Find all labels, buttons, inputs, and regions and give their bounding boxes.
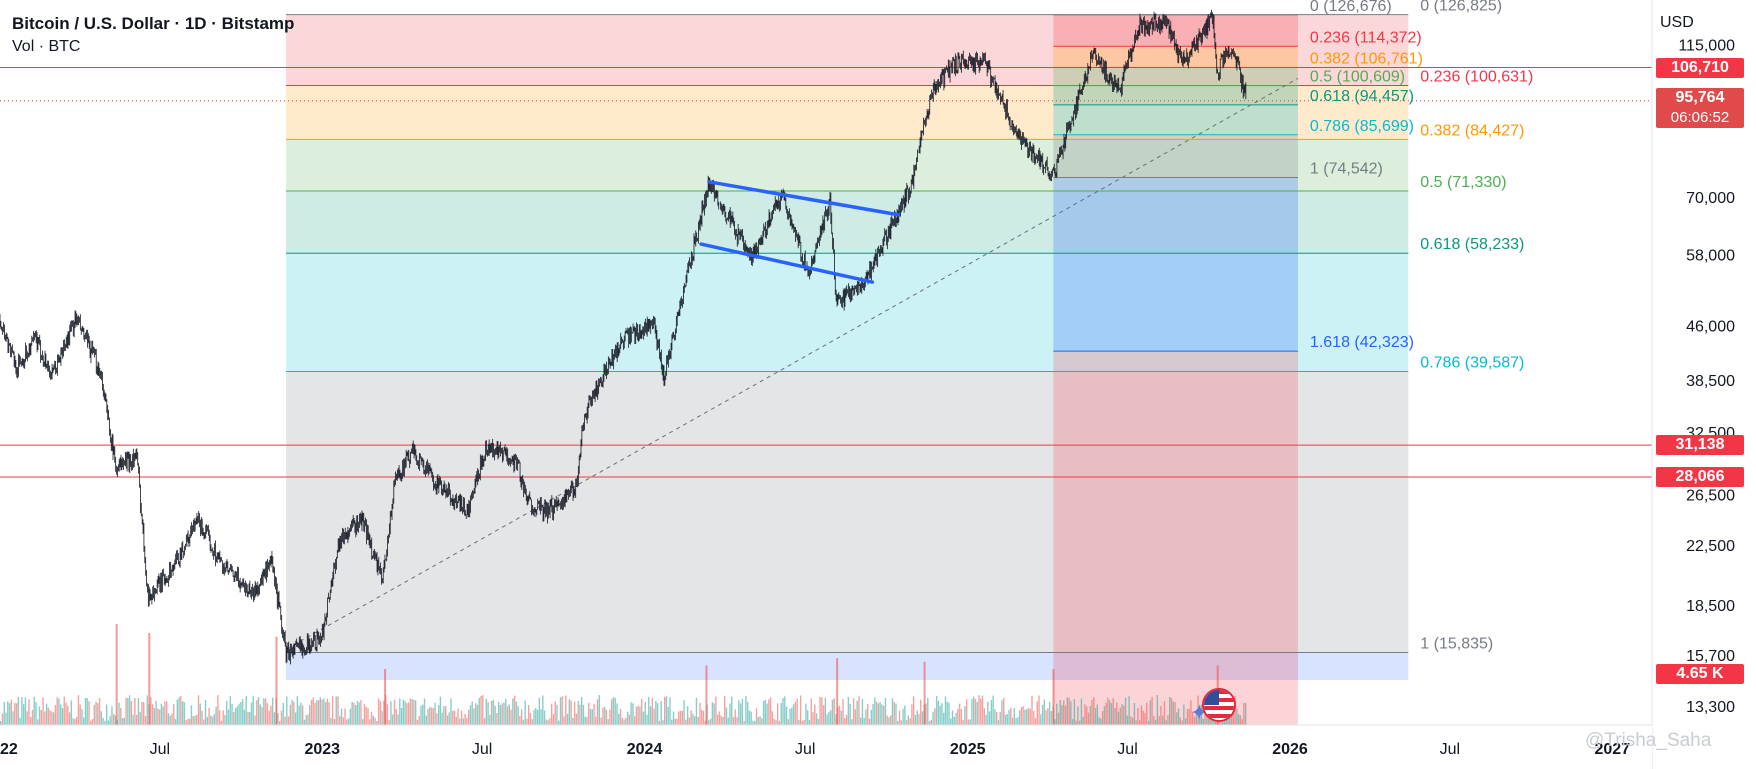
fib-primary-label-2: 0.382 (84,427) [1420,122,1524,139]
fib-primary-zone-4 [286,191,1409,254]
x-tick-3: Jul [472,741,492,758]
currency-selector[interactable]: USD [1660,14,1694,31]
y-tick-9: 15,700 [1686,648,1735,665]
fib-primary-label-3: 0.5 (71,330) [1420,174,1506,191]
fib-primary-zone-1 [286,14,1409,86]
volume-spike-5 [836,658,839,725]
channel-line-0 [707,180,901,217]
fib-lines [286,14,1409,653]
fib-primary-label-4: 0.618 (58,233) [1420,236,1524,253]
fib-primary-zone-5 [286,253,1409,372]
x-tick-4: 2024 [627,741,663,758]
fib-fills [286,14,1409,725]
fib-secondary-zone-4 [1053,85,1298,105]
volume-spike-7 [1052,669,1055,725]
fib-secondary-label-5: 0.786 (85,699) [1310,118,1414,135]
channel-line-1 [699,242,875,284]
price-tag-level-106710: 106,710 [1656,57,1744,78]
us-flag-icon[interactable] [1202,688,1236,722]
trend-line [285,77,1299,650]
volume-spike-3 [384,669,387,725]
x-tick-5: Jul [795,741,815,758]
y-tick-8: 18,500 [1686,598,1735,615]
countdown-timer: 06:06:52 [1670,108,1730,126]
volume-spike-0 [115,624,118,725]
x-tick-9: Jul [1440,741,1460,758]
fib-primary-label-1: 0.236 (100,631) [1420,69,1533,86]
fib-secondary-label-2: 0.382 (106,761) [1310,50,1423,67]
price-tag-volume: 4.65 K [1656,664,1744,684]
price-tag-value: 31,138 [1675,436,1725,454]
channel-lines [699,180,901,284]
time-axis-bg [0,725,1652,769]
y-tick-6: 26,500 [1686,488,1735,505]
fib-primary-zone-2 [286,85,1409,140]
fib-secondary-label-1: 0.236 (114,372) [1310,29,1422,46]
x-tick-0: 2022 [0,741,18,758]
volume-legend[interactable]: Vol · BTC [12,38,81,55]
fib-secondary-zone-1 [1053,14,1298,47]
fib-primary-zone-6 [286,371,1409,653]
candles [0,9,1247,665]
price-axis-bg [1652,0,1756,769]
volume-bars [0,624,1247,725]
price-tag-last-price: 95,764 06:06:52 [1656,87,1744,128]
fib-secondary-zone-below [1053,351,1298,725]
price-tag-value: 28,066 [1675,468,1725,485]
fib-labels: 0 (126,825) 0.236 (100,631) 0.382 (84,427)… [1310,0,1533,652]
y-tick-2: 58,000 [1686,247,1735,264]
fib-secondary-zone-6 [1053,134,1298,178]
x-tick-7: Jul [1117,741,1137,758]
fib-primary-label-5: 0.786 (39,587) [1420,355,1524,372]
x-tick-2: 2023 [304,741,340,758]
fib-secondary-zone-5 [1053,104,1298,135]
volume-spike-4 [705,665,708,725]
y-tick-10: 13,300 [1686,699,1735,716]
x-tick-10: 2027 [1594,741,1630,758]
y-tick-4: 38,500 [1686,373,1735,390]
fib-secondary-label-3: 0.5 (100,609) [1310,69,1405,86]
price-tag-value: 106,710 [1671,58,1729,76]
y-tick-3: 46,000 [1686,319,1735,336]
fib-secondary-label-7: 1.618 (42,323) [1310,334,1414,351]
price-tag-value: 95,764 [1675,88,1725,106]
volume-spike-2 [275,636,278,725]
y-tick-7: 22,500 [1686,538,1735,555]
y-tick-1: 70,000 [1686,190,1735,207]
fib-secondary-label-6: 1 (74,542) [1310,161,1383,178]
fib-primary-zone-below [286,652,1409,680]
y-tick-0: 115,000 [1678,38,1735,55]
chart-legend: Bitcoin / U.S. Dollar · 1D · Bitstamp Vo… [12,14,294,56]
fib-secondary-zone-7 [1053,177,1298,352]
price-tag-value: 4.65 K [1676,665,1724,682]
trend-lines [285,77,1299,650]
x-tick-8: 2026 [1272,741,1308,758]
volume-spike-6 [923,661,926,725]
fib-primary-zone-3 [286,139,1409,192]
price-tag-level-28066: 28,066 [1656,467,1744,487]
symbol-title[interactable]: Bitcoin / U.S. Dollar · 1D · Bitstamp [12,14,295,33]
x-tick-6: 2025 [950,741,986,758]
fib-secondary-label-0: 0 (126,676) [1310,0,1392,15]
price-tag-level-31138: 31,138 [1656,435,1744,456]
horizontal-lines [0,67,1652,478]
watermark: @Trisha_Saha [1585,730,1712,751]
fib-primary-label-6: 1 (15,835) [1420,635,1493,652]
fib-primary-label-0: 0 (126,825) [1420,0,1502,15]
volume-spike-1 [148,633,151,725]
fib-secondary-label-4: 0.618 (94,457) [1310,88,1414,105]
x-tick-1: Jul [150,741,170,758]
